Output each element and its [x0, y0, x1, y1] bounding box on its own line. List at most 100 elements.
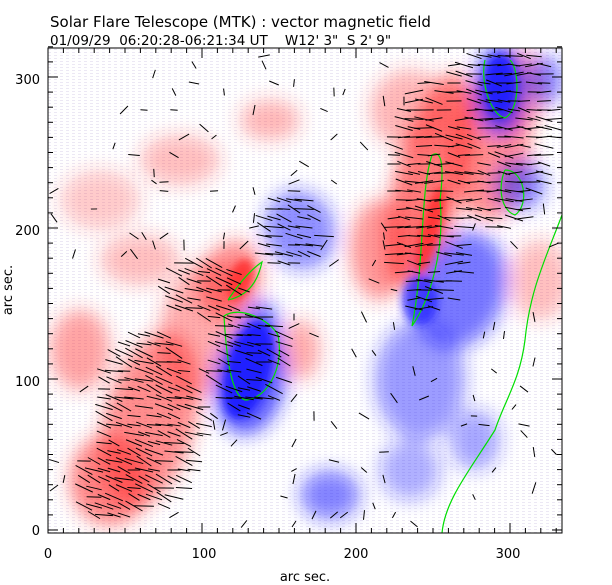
field-vector: [454, 61, 474, 69]
field-vector: [257, 324, 271, 328]
field-vector: [127, 331, 141, 339]
field-vector: [136, 421, 152, 429]
field-vector: [320, 107, 328, 113]
field-vector: [487, 172, 501, 174]
y-axis-label: arc sec.: [1, 265, 16, 315]
field-vector: [446, 280, 462, 282]
field-vector: [415, 295, 433, 303]
field-vector: [496, 144, 512, 148]
field-vector: [49, 188, 59, 194]
field-vector: [208, 305, 220, 311]
field-vector: [217, 369, 231, 373]
field-vector: [114, 348, 134, 358]
field-vector: [379, 62, 389, 68]
field-vector: [207, 340, 221, 348]
positive-field-region: [280, 320, 320, 380]
field-vector: [87, 510, 101, 520]
field-vector: [504, 152, 524, 158]
negative-field-region: [380, 440, 440, 500]
field-vector: [457, 154, 471, 156]
field-vector: [485, 79, 503, 87]
field-vector: [148, 468, 160, 472]
field-vector: [405, 206, 423, 212]
field-vector: [255, 306, 273, 310]
field-vector: [548, 242, 560, 248]
x-tick-label: 300: [496, 547, 521, 562]
field-vector: [435, 251, 453, 257]
field-vector: [214, 340, 234, 348]
field-vector: [157, 285, 171, 295]
field-vector: [167, 431, 181, 437]
field-vector: [424, 180, 444, 184]
field-vector: [495, 125, 513, 131]
field-vector: [456, 126, 472, 130]
field-vector: [532, 357, 536, 367]
field-vector: [177, 369, 191, 373]
field-vector: [227, 360, 241, 364]
field-vector: [395, 125, 413, 131]
field-vector: [188, 421, 200, 429]
field-vector: [535, 116, 553, 122]
field-vector: [276, 197, 292, 203]
field-vector: [447, 125, 461, 131]
field-vector: [106, 376, 122, 384]
field-vector: [205, 275, 223, 287]
field-vector: [515, 117, 533, 121]
field-vector: [105, 394, 123, 402]
field-vector: [95, 403, 113, 411]
field-vector: [287, 225, 301, 229]
field-vector: [368, 278, 380, 284]
field-vector: [434, 198, 454, 202]
field-vector: [534, 154, 554, 156]
field-vector: [239, 240, 249, 250]
field-vector: [445, 134, 463, 140]
field-vector: [265, 252, 283, 256]
field-vector: [531, 482, 537, 494]
field-vector: [127, 358, 141, 366]
field-vector: [307, 214, 321, 222]
field-vector: [485, 226, 503, 228]
field-vector: [115, 457, 133, 465]
field-vector: [115, 356, 133, 368]
field-vector: [176, 375, 192, 385]
field-vector: [136, 342, 152, 346]
negative-field-region: [264, 190, 336, 270]
field-vector: [477, 81, 491, 85]
field-vector: [424, 136, 444, 138]
field-vector: [107, 512, 121, 518]
field-vector: [164, 442, 184, 444]
field-vector: [246, 368, 262, 374]
field-vector: [505, 171, 523, 175]
field-vector: [237, 375, 251, 385]
field-vector: [291, 468, 297, 472]
y-tick-label: 200: [15, 224, 40, 239]
field-vector: [247, 333, 261, 337]
field-vector: [505, 162, 523, 166]
field-vector: [95, 513, 113, 517]
field-vector: [108, 439, 120, 447]
field-vector: [104, 369, 124, 373]
field-vector: [232, 205, 236, 213]
field-vector: [427, 216, 441, 220]
field-vector: [445, 161, 463, 167]
field-vector: [535, 125, 553, 131]
field-vector: [261, 60, 267, 70]
field-vector: [288, 323, 300, 329]
field-vector: [215, 325, 233, 327]
field-vector: [397, 135, 411, 139]
field-vector: [505, 90, 523, 94]
field-vector: [146, 395, 162, 401]
field-vector: [504, 214, 524, 222]
negative-field-region: [375, 320, 465, 440]
field-vector: [266, 348, 282, 358]
field-vector: [407, 126, 421, 130]
field-vector: [472, 394, 476, 402]
field-vector: [415, 145, 433, 147]
field-vector: [455, 143, 473, 149]
field-vector: [414, 180, 434, 184]
field-vector: [412, 366, 416, 376]
field-vector: [227, 341, 241, 347]
field-vector: [532, 446, 536, 458]
field-vector: [167, 412, 181, 420]
field-vector: [490, 368, 498, 374]
